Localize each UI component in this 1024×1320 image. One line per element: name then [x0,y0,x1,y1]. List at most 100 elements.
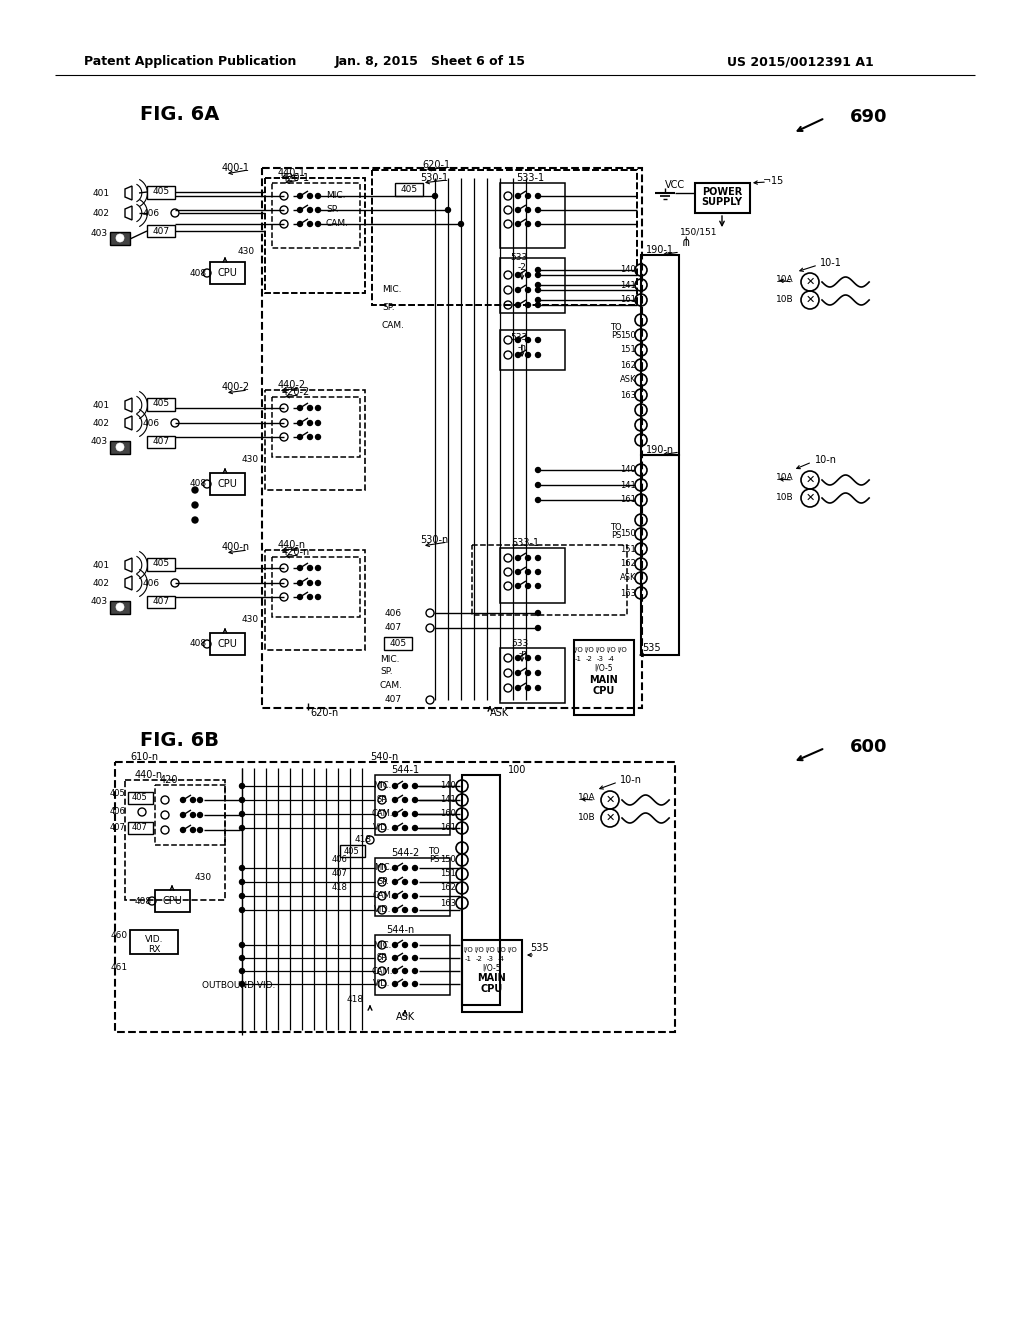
Text: US 2015/0012391 A1: US 2015/0012391 A1 [727,55,873,69]
Circle shape [402,908,408,912]
Circle shape [392,956,397,961]
Circle shape [180,828,185,833]
Circle shape [307,434,312,440]
Circle shape [515,569,520,574]
Text: TO: TO [610,322,622,331]
Text: 161: 161 [440,824,456,833]
Circle shape [413,797,418,803]
Circle shape [525,194,530,198]
Text: 400-2: 400-2 [222,381,250,392]
Text: 420-2: 420-2 [282,387,310,397]
Text: 163: 163 [620,391,636,400]
Bar [130,931,178,954]
Circle shape [315,405,321,411]
Text: 420-1: 420-1 [282,173,310,183]
Text: ✕: ✕ [605,795,614,805]
Circle shape [525,272,530,277]
Text: I/O: I/O [463,946,473,953]
Text: 406: 406 [110,808,125,817]
Text: FIG. 6B: FIG. 6B [140,730,219,750]
Circle shape [515,272,520,277]
Bar [147,224,175,238]
Text: CAM.: CAM. [372,966,393,975]
Text: Jan. 8, 2015   Sheet 6 of 15: Jan. 8, 2015 Sheet 6 of 15 [335,55,525,69]
Bar [110,441,130,454]
Text: PS: PS [611,331,622,341]
Circle shape [413,908,418,912]
Circle shape [432,194,437,198]
Circle shape [392,942,397,948]
Circle shape [536,194,541,198]
Text: 190-1: 190-1 [646,246,674,255]
Circle shape [315,194,321,198]
Circle shape [392,982,397,986]
Text: 407: 407 [153,227,170,235]
Bar [147,597,175,609]
Bar [155,890,190,912]
Circle shape [413,825,418,830]
Text: MIC.: MIC. [373,781,391,791]
Text: SP.: SP. [377,878,389,887]
Circle shape [307,594,312,599]
Text: POWER: POWER [701,187,742,197]
Text: VID.: VID. [375,906,392,915]
Text: 405: 405 [344,846,359,855]
Text: -2: -2 [475,956,482,962]
Polygon shape [125,399,132,412]
Circle shape [536,583,541,589]
Text: 533: 533 [511,639,528,648]
Circle shape [515,302,520,308]
Bar [265,178,365,293]
Bar [462,775,500,1005]
Text: 440-n: 440-n [135,770,163,780]
Circle shape [536,222,541,227]
Circle shape [402,969,408,974]
Circle shape [392,812,397,817]
Circle shape [525,671,530,676]
Text: 10A: 10A [578,793,596,803]
Circle shape [525,352,530,358]
Text: -1: -1 [465,956,471,962]
Circle shape [536,556,541,561]
Text: CAM.: CAM. [373,891,394,900]
Text: 460: 460 [111,931,128,940]
Text: 401: 401 [93,189,110,198]
Text: ASK: ASK [490,708,509,718]
Circle shape [392,797,397,803]
Circle shape [307,194,312,198]
Circle shape [307,222,312,227]
Circle shape [536,288,541,293]
Text: 418: 418 [332,883,348,891]
Text: MIC.: MIC. [380,655,399,664]
Circle shape [536,338,541,342]
Circle shape [298,207,302,213]
Text: 150: 150 [621,529,636,539]
Circle shape [413,879,418,884]
Bar [500,648,565,704]
Circle shape [536,685,541,690]
Text: 533: 533 [510,253,527,263]
Text: 407: 407 [110,824,125,833]
Bar [210,634,245,655]
Text: 405: 405 [110,788,125,797]
Circle shape [515,556,520,561]
Text: 190-n: 190-n [646,445,674,455]
Text: 544-n: 544-n [386,925,414,935]
Text: 407: 407 [385,623,402,632]
Bar [695,183,750,213]
Circle shape [402,894,408,899]
Text: $\pitchfork$: $\pitchfork$ [678,235,690,249]
Text: I/O-5: I/O-5 [595,664,613,672]
Circle shape [193,502,198,508]
Circle shape [413,894,418,899]
Bar [147,558,175,572]
Text: 533-1: 533-1 [516,173,544,183]
Circle shape [193,517,198,523]
Circle shape [515,583,520,589]
Text: 406: 406 [143,209,160,218]
Text: CPU: CPU [162,896,182,906]
Circle shape [116,234,124,242]
Bar [472,545,627,615]
Bar [210,473,245,495]
Circle shape [298,581,302,586]
